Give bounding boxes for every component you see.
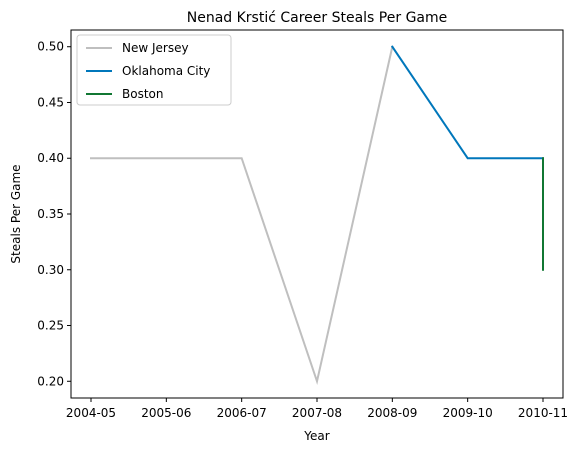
series-layer — [90, 45, 544, 385]
legend: New Jersey Oklahoma City Boston — [76, 34, 232, 106]
series-line-1 — [390, 45, 544, 160]
y-axis: 0.20 0.25 0.30 0.35 0.40 0.45 0.50 — [37, 40, 71, 388]
x-tick-label: 2008-09 — [367, 406, 417, 420]
x-tick-label: 2007-08 — [292, 406, 342, 420]
x-tick-label: 2010-11 — [518, 406, 568, 420]
x-tick-label: 2006-07 — [217, 406, 267, 420]
legend-label-1: Oklahoma City — [122, 64, 210, 78]
y-tick-label: 0.20 — [37, 374, 64, 388]
y-tick-label: 0.45 — [37, 95, 64, 109]
y-tick-label: 0.50 — [37, 40, 64, 54]
y-tick-label: 0.35 — [37, 207, 64, 221]
x-axis-label: Year — [303, 429, 329, 443]
x-axis: 2004-05 2005-06 2006-07 2007-08 2008-09 2009-… — [66, 398, 568, 420]
series-line-0 — [90, 45, 394, 385]
y-tick-label: 0.40 — [37, 151, 64, 165]
x-tick-label: 2004-05 — [66, 406, 116, 420]
y-axis-label: Steals Per Game — [9, 164, 23, 263]
legend-box — [76, 34, 232, 106]
chart-title: Nenad Krstić Career Steals Per Game — [187, 10, 448, 26]
legend-label-0: New Jersey — [122, 41, 189, 55]
x-tick-label: 2009-10 — [443, 406, 493, 420]
y-tick-label: 0.25 — [37, 319, 64, 333]
x-tick-label: 2005-06 — [141, 406, 191, 420]
y-tick-label: 0.30 — [37, 263, 64, 277]
legend-label-2: Boston — [122, 87, 163, 101]
